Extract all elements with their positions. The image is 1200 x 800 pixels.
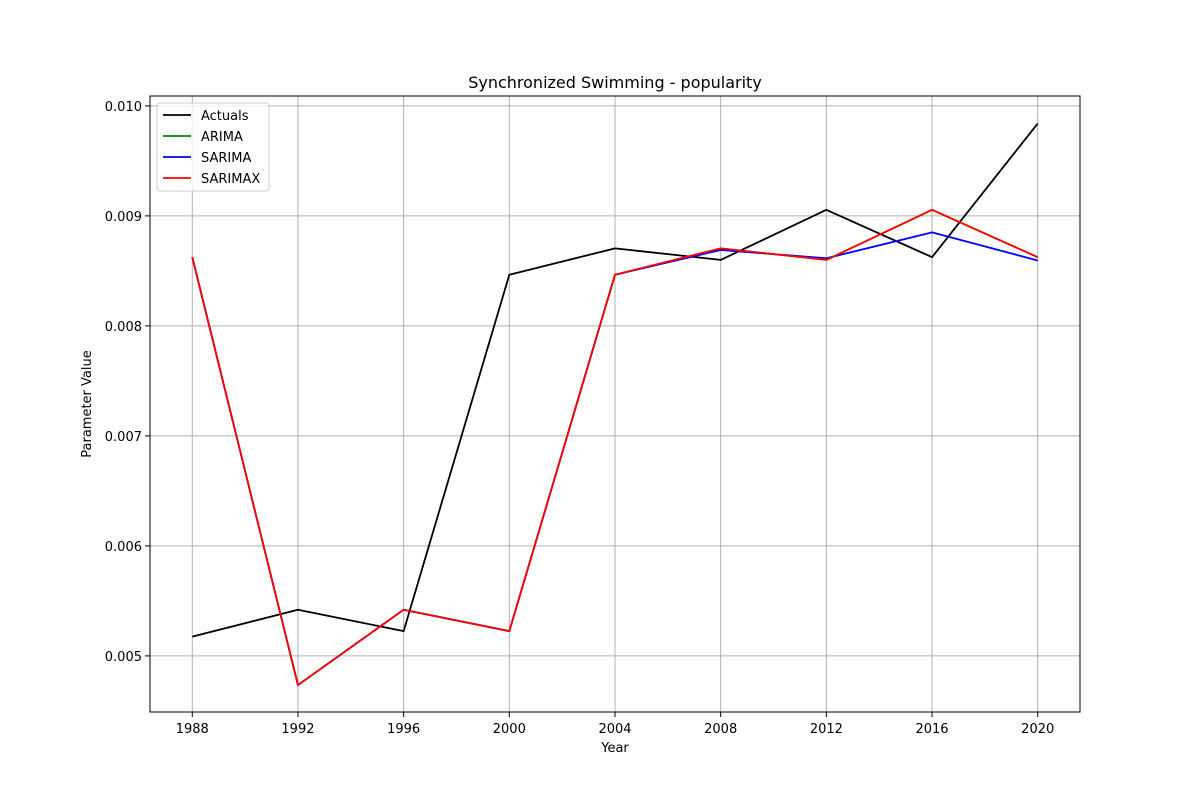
y-tick-label: 0.010 [105,100,142,115]
series-line-sarimax [191,208,1039,686]
y-tick-label: 0.006 [105,540,142,555]
x-tick-label: 2012 [810,722,843,737]
x-axis-ticks: 1988 1992 1996 2000 2004 2008 2012 2016 2020 [176,712,1054,737]
x-axis-label: Year [600,741,629,756]
x-tick-label: 2020 [1021,722,1054,737]
legend: Actuals ARIMA SARIMA SARIMAX [156,102,270,192]
y-tick-label: 0.005 [105,650,142,665]
x-tick-label: 1992 [281,722,314,737]
legend-label-sarimax: SARIMAX [201,172,260,187]
x-tick-label: 2016 [915,722,948,737]
x-tick-label: 2000 [493,722,526,737]
legend-label-actuals: Actuals [201,109,249,124]
y-tick-label: 0.009 [105,210,142,225]
y-tick-label: 0.007 [105,430,142,445]
chart-title: Synchronized Swimming - popularity [468,73,762,92]
x-tick-label: 2004 [598,722,631,737]
x-tick-label: 1996 [387,722,420,737]
series-lines [191,122,1039,686]
grid-lines [150,96,1080,712]
y-axis-label: Parameter Value [80,350,95,457]
y-tick-label: 0.008 [105,320,142,335]
legend-label-sarima: SARIMA [201,151,251,166]
legend-label-arima: ARIMA [201,130,243,145]
y-axis-ticks: 0.005 0.006 0.007 0.008 0.009 0.010 [105,100,150,665]
legend-box [156,102,270,192]
x-tick-label: 1988 [176,722,209,737]
x-tick-label: 2008 [704,722,737,737]
